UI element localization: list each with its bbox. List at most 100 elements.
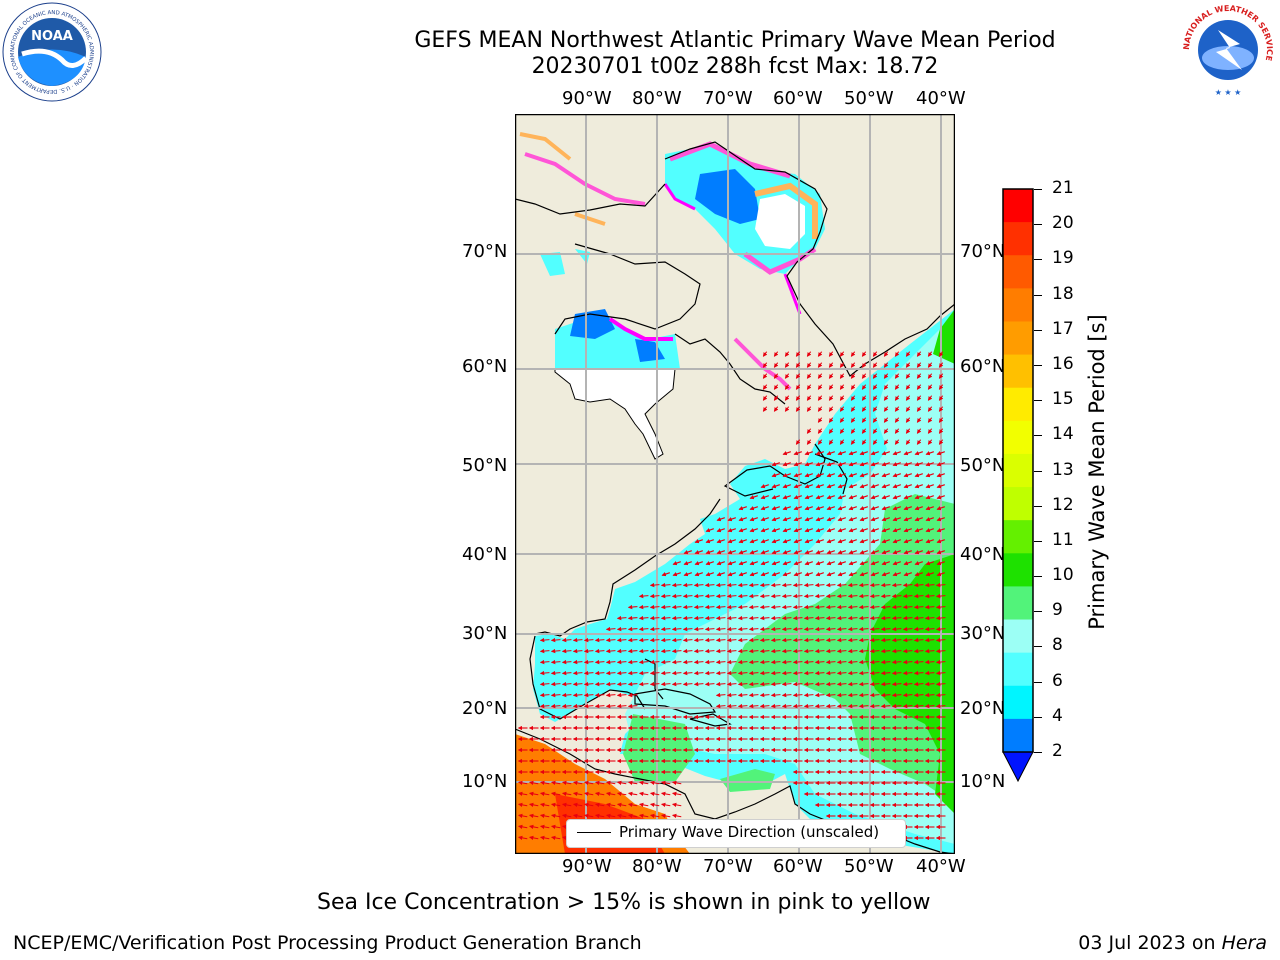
wave-arrow [784,362,790,368]
wave-arrow [561,802,572,808]
wave-arrow [726,615,737,621]
wave-arrow [539,802,550,808]
wave-arrow [825,692,836,698]
wave-arrow [836,703,847,709]
wave-arrow [715,582,726,588]
wave-arrow [935,670,946,676]
wave-arrow [605,626,616,632]
wave-arrow [781,615,792,621]
wave-arrow [770,626,781,632]
wave-arrow [883,395,889,401]
wave-arrow [716,561,725,566]
wave-arrow [715,637,726,643]
wave-arrow [850,395,856,401]
wave-arrow [913,615,924,621]
wave-arrow [693,670,704,676]
wave-arrow [804,451,813,456]
wave-arrow [806,439,812,445]
wave-arrow [803,648,814,654]
wave-arrow [781,593,792,599]
wave-arrow [583,681,594,687]
wave-arrow [914,473,923,478]
wave-arrow [803,626,814,632]
wave-arrow [836,648,847,654]
wave-arrow [815,550,824,555]
wave-arrow [627,626,638,632]
wave-arrow [902,681,913,687]
wave-arrow [760,561,769,566]
wave-arrow [815,572,824,577]
lat-label-left-60n: 60°N [462,356,508,377]
footer-date-text: 03 Jul 2023 on [1078,932,1222,954]
lat-label-left-30n: 30°N [462,623,508,644]
wave-arrow [850,384,856,390]
wave-arrow [561,791,572,797]
wave-arrow [616,615,627,621]
wave-arrow [782,550,791,555]
wave-arrow [839,406,845,412]
wave-arrow [848,550,857,555]
wave-arrow [936,462,945,467]
wave-arrow [795,406,801,412]
colorbar-tick-mark [1034,259,1042,261]
wave-arrow [759,692,770,698]
colorbar-cell [1003,520,1033,554]
wave-arrow [770,659,781,665]
wave-arrow [817,351,823,357]
wave-arrow [894,417,900,423]
wave-arrow [682,615,693,621]
wave-arrow [694,572,703,577]
wave-arrow [861,439,867,445]
wave-arrow [671,659,682,665]
wave-arrow [759,604,770,610]
wave-arrow [914,451,923,456]
wave-arrow [793,517,802,522]
wave-arrow [583,813,594,819]
wave-arrow [891,670,902,676]
colorbar [1002,188,1034,783]
wave-arrow [804,462,813,467]
wave-arrow [803,681,814,687]
wave-arrow [828,428,834,434]
wave-arrow [869,659,880,665]
wave-arrow [572,659,583,665]
wave-arrow [881,462,890,467]
wave-arrow [903,572,912,577]
wave-arrow [892,495,901,500]
wave-arrow [936,484,945,489]
wave-arrow [792,670,803,676]
wave-arrow [773,384,779,390]
wave-arrow [847,582,858,588]
wave-arrow [935,703,946,709]
wave-arrow [935,626,946,632]
wave-arrow [770,703,781,709]
wave-arrow [848,506,857,511]
hudson-bay-ice-edge [608,317,673,341]
noaa-logo-text: NOAA [31,29,73,44]
wave-arrow [936,561,945,566]
wave-arrow [793,451,802,456]
wave-arrow [638,593,649,599]
wave-arrow [902,582,913,588]
wave-arrow [837,517,846,522]
wave-arrow [737,648,748,654]
wave-arrow [660,648,671,654]
wave-arrow [804,495,813,500]
wave-arrow [806,351,812,357]
wave-arrow [572,670,583,676]
wave-arrow [594,692,605,698]
footer-branch: NCEP/EMC/Verification Post Processing Pr… [13,932,642,954]
wave-arrow [803,692,814,698]
colorbar-tick-mark [1034,540,1042,542]
wave-arrow [649,626,660,632]
wave-arrow [705,539,714,544]
wave-arrow [836,604,847,610]
wave-arrow [815,451,824,456]
wave-arrow [539,681,550,687]
wave-arrow [869,648,880,654]
wave-arrow [804,528,813,533]
wave-arrow [784,373,790,379]
wave-arrow [781,604,792,610]
wave-arrow [737,615,748,621]
wave-arrow [716,572,725,577]
